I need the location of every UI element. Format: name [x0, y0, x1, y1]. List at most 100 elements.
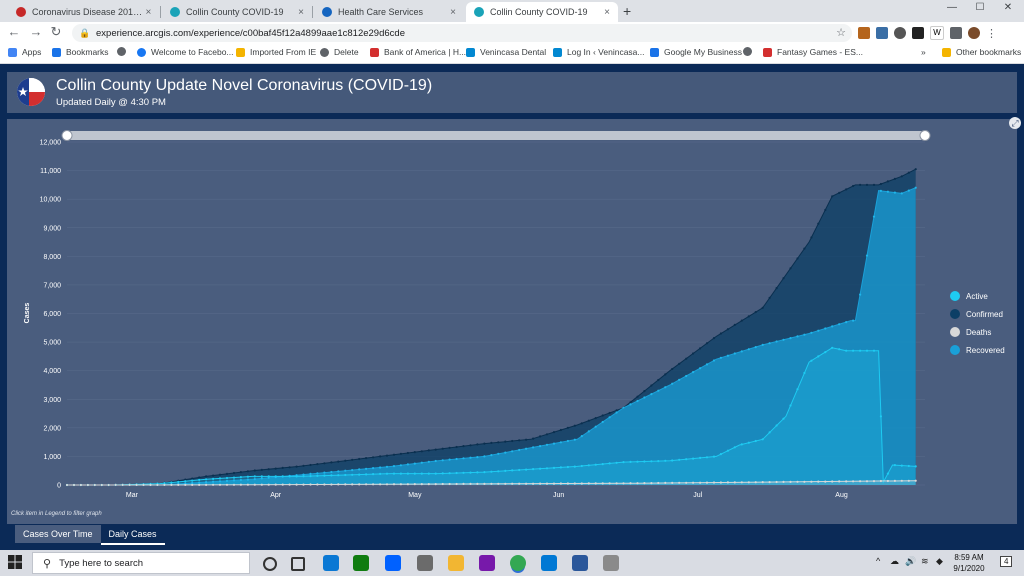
network-drive-icon[interactable]	[603, 555, 619, 571]
file-explorer-icon[interactable]	[448, 555, 464, 571]
close-tab-icon[interactable]: ×	[145, 6, 152, 18]
onedrive-icon[interactable]: ☁	[890, 556, 899, 566]
recovered-point	[810, 331, 813, 334]
show-hidden-icons-chevron-icon[interactable]: ^	[876, 556, 881, 566]
bookmark-item[interactable]	[117, 47, 131, 56]
wifi-icon[interactable]: ≋	[921, 556, 929, 566]
tab-divider	[160, 6, 161, 18]
bookmark-item[interactable]	[743, 47, 757, 56]
browser-tab-active[interactable]: Collin County COVID-19 ×	[466, 2, 618, 22]
browser-tab[interactable]: Health Care Services ×	[314, 2, 464, 22]
close-tab-icon[interactable]: ×	[604, 6, 610, 18]
range-slider-track[interactable]	[67, 131, 925, 140]
other-bookmarks-folder[interactable]: Other bookmarks	[942, 47, 1021, 57]
deaths-point	[448, 482, 451, 486]
close-tab-icon[interactable]: ×	[298, 6, 304, 18]
forward-arrow-icon[interactable]: →	[29, 24, 43, 39]
confirmed-point	[747, 315, 750, 318]
active-point	[810, 359, 813, 362]
word-icon[interactable]	[572, 555, 588, 571]
bookmark-item[interactable]: Venincasa Dental	[466, 47, 546, 57]
bookmark-item[interactable]: Fantasy Games - ES...	[763, 47, 863, 57]
snip-icon[interactable]	[417, 555, 433, 571]
active-point	[852, 349, 855, 352]
deaths-point	[740, 481, 743, 484]
extension-icon[interactable]	[894, 27, 906, 39]
bookmarks-overflow-button[interactable]: »	[921, 47, 926, 57]
bookmark-item[interactable]: Bank of America | H...	[370, 47, 466, 57]
active-point	[789, 404, 792, 407]
legend-item-confirmed[interactable]: Confirmed	[950, 305, 1005, 323]
dropbox-tray-icon[interactable]: ◆	[936, 556, 943, 566]
expand-icon[interactable]: ⤢	[1009, 117, 1021, 129]
bookmark-item[interactable]: Delete	[320, 47, 359, 57]
active-point	[316, 474, 319, 477]
confirmed-point	[434, 448, 437, 451]
recovered-point	[775, 340, 778, 343]
extension-icon[interactable]	[912, 27, 924, 39]
confirmed-point	[726, 328, 730, 331]
task-view-icon[interactable]	[291, 557, 305, 571]
extensions-puzzle-icon[interactable]	[950, 27, 962, 39]
active-point	[476, 471, 479, 474]
deaths-point	[365, 483, 368, 486]
bookmark-item[interactable]: Bookmarks	[52, 47, 109, 57]
back-arrow-icon[interactable]: ←	[7, 24, 21, 39]
extension-icon[interactable]	[858, 27, 870, 39]
bookmark-item[interactable]: Google My Business	[650, 47, 742, 57]
deaths-point	[281, 483, 284, 486]
edge-icon[interactable]	[323, 555, 339, 571]
browser-tab[interactable]: Coronavirus Disease 2019 (COVID ×	[8, 2, 158, 22]
tab-cases-over-time[interactable]: Cases Over Time	[15, 525, 101, 543]
reload-icon[interactable]: ↻	[50, 24, 62, 39]
confirmed-point	[344, 459, 347, 462]
bookmark-star-icon[interactable]: ☆	[836, 27, 846, 39]
range-slider-start-handle[interactable]	[61, 130, 73, 141]
confirmed-point	[865, 183, 869, 186]
chrome-icon[interactable]	[510, 555, 526, 571]
deaths-area	[67, 480, 916, 485]
recovered-point	[803, 333, 806, 336]
onenote-icon[interactable]	[479, 555, 495, 571]
recovered-point	[573, 438, 576, 441]
bookmark-folder[interactable]: Imported From IE	[236, 47, 316, 57]
windows-start-icon[interactable]	[8, 555, 22, 569]
range-slider-end-handle[interactable]	[919, 130, 931, 141]
bookmark-item[interactable]: Welcome to Facebo...	[137, 47, 234, 57]
confirmed-point	[789, 267, 792, 270]
confirmed-point	[573, 424, 576, 427]
active-point	[712, 455, 716, 458]
system-clock[interactable]: 8:59 AM 9/1/2020	[949, 552, 989, 574]
new-tab-button[interactable]: +	[623, 3, 632, 19]
menu-kebab-icon[interactable]: ⋮	[986, 27, 997, 40]
tab-daily-cases[interactable]: Daily Cases	[100, 525, 165, 545]
bookmark-item[interactable]: Log In ‹ Venincasa...	[553, 47, 645, 57]
extension-icon[interactable]	[876, 27, 888, 39]
deaths-point	[455, 482, 458, 486]
bookmark-apps[interactable]: Apps	[8, 47, 41, 57]
profile-avatar[interactable]	[968, 27, 980, 39]
taskbar-search-box[interactable]: ⚲ Type here to search	[32, 552, 250, 574]
outlook-icon[interactable]	[541, 555, 557, 571]
recovered-point	[399, 464, 402, 467]
legend-item-recovered[interactable]: Recovered	[950, 341, 1005, 359]
close-window-button[interactable]: ✕	[1003, 2, 1013, 13]
notification-center-icon[interactable]: 4	[1000, 556, 1013, 567]
confirmed-point	[712, 337, 716, 340]
cortana-icon[interactable]	[263, 557, 277, 571]
xbox-icon[interactable]	[353, 555, 369, 571]
range-slider[interactable]	[61, 130, 931, 141]
legend-item-active[interactable]: Active	[950, 287, 1005, 305]
browser-tab[interactable]: Collin County COVID-19 ×	[162, 2, 312, 22]
confirmed-point	[852, 184, 855, 188]
volume-icon[interactable]: 🔊	[905, 556, 917, 566]
address-bar[interactable]: 🔒 experience.arcgis.com/experience/c00ba…	[72, 24, 852, 42]
dropbox-icon[interactable]	[385, 555, 401, 571]
recovered-point	[372, 467, 375, 470]
deaths-point	[726, 481, 730, 484]
maximize-button[interactable]: ☐	[975, 2, 985, 13]
legend-item-deaths[interactable]: Deaths	[950, 323, 1005, 341]
close-tab-icon[interactable]: ×	[450, 6, 456, 18]
minimize-button[interactable]: —	[947, 2, 957, 13]
extension-icon[interactable]: W	[930, 26, 944, 40]
